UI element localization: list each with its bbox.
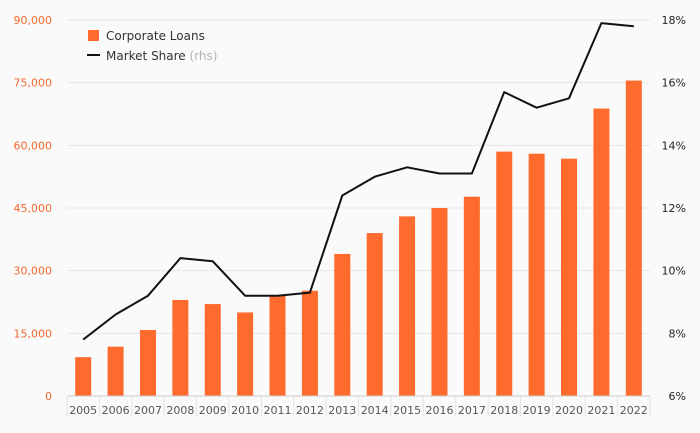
x-tick-label: 2012 xyxy=(296,404,324,417)
line-path xyxy=(82,22,634,341)
bar xyxy=(237,312,254,396)
x-tick-label: 2013 xyxy=(328,404,356,417)
right-y-axis: 6% 8% 10% 12% 14% 16% 18% xyxy=(662,14,686,403)
x-tick-label: 2008 xyxy=(166,404,194,417)
left-tick-label: 0 xyxy=(45,390,52,403)
bar xyxy=(107,346,124,396)
bar xyxy=(496,151,513,396)
x-tick-label: 2010 xyxy=(231,404,259,417)
x-tick-label: 2016 xyxy=(425,404,453,417)
x-tick-label: 2006 xyxy=(102,404,130,417)
left-tick-label: 15,000 xyxy=(14,327,53,340)
bar xyxy=(75,357,92,396)
x-tick-label: 2014 xyxy=(361,404,389,417)
bar xyxy=(625,80,642,397)
bar xyxy=(139,329,156,396)
x-tick-label: 2009 xyxy=(199,404,227,417)
right-tick-label: 14% xyxy=(662,139,686,152)
x-tick-label: 2022 xyxy=(620,404,648,417)
line-series-market-share xyxy=(82,22,634,341)
bar-series-corporate-loans xyxy=(75,80,642,397)
bar xyxy=(593,108,610,397)
legend-label-corporate-loans: Corporate Loans xyxy=(106,29,205,43)
bar xyxy=(334,253,351,396)
x-tick-label: 2007 xyxy=(134,404,162,417)
bar xyxy=(301,290,318,396)
x-axis: 2005 2006 2007 2008 2009 2010 2011 2012 2013 2014… xyxy=(66,395,651,417)
x-tick-label: 2020 xyxy=(555,404,583,417)
legend: Corporate Loans Market Share (rhs) xyxy=(87,29,217,63)
right-tick-label: 18% xyxy=(662,14,686,27)
left-tick-label: 75,000 xyxy=(14,77,53,90)
x-tick-label: 2021 xyxy=(587,404,615,417)
bar xyxy=(399,216,416,396)
left-y-axis: 0 15,000 30,000 45,000 60,000 75,000 90,000 xyxy=(14,14,53,403)
legend-swatch-corporate-loans xyxy=(88,30,99,41)
right-tick-label: 16% xyxy=(662,77,686,90)
x-tick-label: 2015 xyxy=(393,404,421,417)
left-tick-label: 30,000 xyxy=(14,265,53,278)
x-tick-label: 2019 xyxy=(523,404,551,417)
x-tick-label: 2005 xyxy=(69,404,97,417)
bar xyxy=(366,233,383,396)
right-tick-label: 12% xyxy=(662,202,686,215)
left-tick-label: 90,000 xyxy=(14,14,53,27)
bar xyxy=(463,196,480,396)
right-tick-label: 6% xyxy=(669,390,686,403)
x-tick-label: 2018 xyxy=(490,404,518,417)
bar xyxy=(528,153,545,396)
bar xyxy=(204,304,221,396)
bar xyxy=(431,208,448,396)
bar xyxy=(269,295,286,396)
grid-lines xyxy=(67,19,650,334)
bar xyxy=(172,299,189,396)
right-tick-label: 8% xyxy=(669,327,686,340)
left-tick-label: 60,000 xyxy=(14,139,53,152)
x-tick-label: 2011 xyxy=(264,404,292,417)
right-tick-label: 10% xyxy=(662,265,686,278)
legend-label-market-share: Market Share (rhs) xyxy=(106,49,217,63)
legend-label-suffix: (rhs) xyxy=(190,49,218,63)
x-tick-label: 2017 xyxy=(458,404,486,417)
left-tick-label: 45,000 xyxy=(14,202,53,215)
bar xyxy=(561,158,578,396)
